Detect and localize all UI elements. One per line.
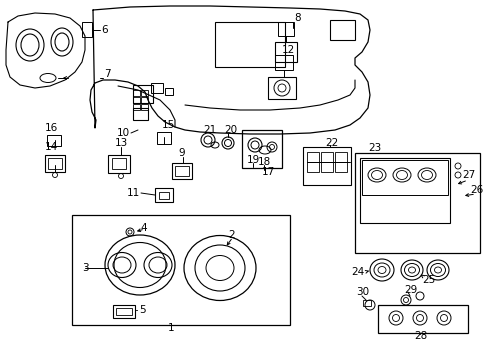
Bar bbox=[155, 188, 173, 202]
Bar bbox=[141, 90, 148, 96]
Text: 3: 3 bbox=[82, 263, 88, 273]
Bar bbox=[175, 166, 189, 176]
Text: 9: 9 bbox=[178, 148, 184, 158]
Text: 14: 14 bbox=[45, 142, 58, 152]
Bar bbox=[359, 158, 449, 223]
Bar bbox=[306, 152, 318, 162]
Bar bbox=[159, 192, 169, 199]
Text: 15: 15 bbox=[162, 120, 175, 130]
Bar bbox=[141, 97, 148, 103]
Bar bbox=[274, 42, 296, 62]
Bar bbox=[133, 90, 140, 96]
Text: 26: 26 bbox=[469, 185, 482, 195]
Text: 22: 22 bbox=[325, 138, 338, 148]
Bar bbox=[215, 22, 285, 67]
Bar bbox=[361, 160, 447, 195]
Text: 20: 20 bbox=[224, 125, 237, 135]
Text: 5: 5 bbox=[139, 305, 145, 315]
Bar bbox=[133, 97, 140, 103]
Text: 1: 1 bbox=[168, 323, 174, 333]
Bar bbox=[157, 132, 171, 144]
Bar bbox=[320, 152, 332, 162]
Text: 8: 8 bbox=[293, 13, 300, 23]
Text: 30: 30 bbox=[355, 287, 368, 297]
Bar bbox=[141, 104, 148, 110]
Text: 7: 7 bbox=[104, 69, 110, 79]
Bar bbox=[334, 162, 346, 172]
Text: 24: 24 bbox=[350, 267, 363, 277]
Text: 28: 28 bbox=[413, 331, 427, 341]
Text: 19: 19 bbox=[246, 155, 260, 165]
Bar bbox=[334, 152, 346, 162]
Bar bbox=[133, 104, 140, 110]
Text: 23: 23 bbox=[367, 143, 381, 153]
Text: 12: 12 bbox=[282, 45, 295, 55]
Bar bbox=[113, 305, 135, 318]
Text: 6: 6 bbox=[101, 25, 107, 35]
Bar bbox=[377, 305, 467, 333]
Bar bbox=[306, 162, 318, 172]
Bar bbox=[82, 22, 92, 37]
Bar bbox=[172, 163, 192, 179]
Text: 29: 29 bbox=[403, 285, 416, 295]
Bar bbox=[274, 55, 292, 70]
Text: 11: 11 bbox=[126, 188, 140, 198]
Text: 21: 21 bbox=[203, 125, 216, 135]
Bar bbox=[354, 153, 479, 253]
Text: 10: 10 bbox=[117, 128, 130, 138]
Text: 2: 2 bbox=[227, 230, 234, 240]
Bar bbox=[108, 155, 130, 173]
Bar bbox=[267, 77, 295, 99]
Bar bbox=[116, 308, 132, 315]
Bar bbox=[112, 158, 126, 169]
Text: 16: 16 bbox=[45, 123, 58, 133]
Bar bbox=[48, 158, 62, 169]
Bar bbox=[278, 22, 293, 36]
Bar bbox=[133, 85, 153, 103]
Bar bbox=[45, 155, 65, 172]
Text: 17: 17 bbox=[262, 167, 275, 177]
Bar bbox=[329, 20, 354, 40]
Bar bbox=[151, 83, 163, 93]
Bar bbox=[242, 130, 282, 168]
Text: 27: 27 bbox=[461, 170, 474, 180]
Text: 13: 13 bbox=[115, 138, 128, 148]
Bar bbox=[303, 147, 350, 185]
Text: 4: 4 bbox=[140, 223, 146, 233]
Text: 18: 18 bbox=[258, 157, 271, 167]
Bar bbox=[47, 135, 61, 146]
Bar bbox=[164, 88, 173, 95]
Bar bbox=[72, 215, 289, 325]
Bar bbox=[320, 162, 332, 172]
Bar bbox=[133, 108, 148, 120]
Text: 25: 25 bbox=[421, 275, 434, 285]
Bar bbox=[362, 300, 370, 306]
